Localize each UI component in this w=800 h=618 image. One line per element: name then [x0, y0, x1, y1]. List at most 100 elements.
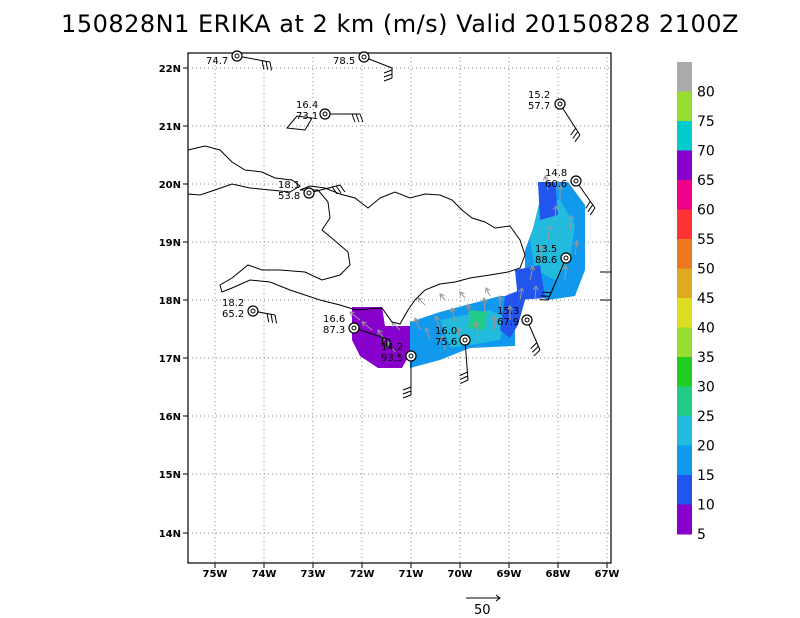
storm-label-top: 16.0 — [435, 326, 457, 337]
lat-tick-label: 20N — [159, 180, 181, 191]
storm-barb-flag — [570, 127, 577, 136]
wind-vector-head — [481, 297, 488, 303]
storm-barb-flag — [383, 77, 393, 82]
coastline-cuba — [187, 145, 301, 196]
storm-center-icon — [303, 187, 315, 199]
colorbar: 80 75 70 65 60 55 50 45 40 35 30 25 20 15 10 5 — [677, 62, 715, 543]
colorbar-swatch — [677, 357, 692, 387]
storm-marker: 16.687.3 — [323, 314, 391, 349]
storm-label-top: 78.5 — [333, 56, 355, 67]
wind-vector — [387, 341, 396, 353]
lat-tick-label: 16N — [159, 412, 181, 423]
lon-tick-label: 72W — [350, 569, 375, 580]
wind-vector-head — [557, 185, 563, 191]
colorbar-label: 70 — [697, 144, 715, 160]
colorbar-swatch — [677, 209, 692, 240]
colorbar-swatch — [677, 239, 692, 269]
storm-barb-flag — [261, 60, 265, 70]
storm-barb-flag — [459, 375, 468, 381]
storm-label-bottom: 65.2 — [222, 309, 244, 320]
wind-vector-head — [455, 327, 462, 333]
wind-vector-head — [538, 245, 545, 251]
storm-center-icon — [348, 322, 360, 334]
colorbar-label: 20 — [697, 439, 715, 455]
storm-label-bottom: 75.6 — [435, 337, 457, 348]
storm-barb-flag — [270, 314, 274, 323]
wind-vector-head — [542, 175, 549, 181]
storm-center-inner — [408, 353, 414, 359]
field-patch-blue-2 — [500, 290, 525, 338]
storm-barb-flag — [530, 342, 538, 349]
wind-vector-head — [485, 287, 491, 293]
lat-tick-label: 19N — [159, 238, 181, 249]
storm-marker: 18.153.8 — [278, 180, 346, 202]
storm-marker: 16.473.1 — [296, 100, 364, 123]
storm-center-icon — [405, 350, 417, 362]
storm-label-bottom: 88.6 — [535, 255, 557, 266]
storm-label-top: 14.2 — [381, 342, 403, 353]
scale-label: 50 — [474, 603, 491, 618]
lat-tick-label: 15N — [159, 470, 181, 481]
wind-vector — [435, 315, 441, 331]
field-patch-green — [468, 310, 487, 330]
wind-vector — [425, 327, 431, 341]
storm-barb-flag — [265, 61, 269, 70]
colorbar-swatch — [677, 475, 692, 505]
storm-center-inner — [234, 53, 240, 59]
storm-label-top: 15.3 — [497, 306, 519, 317]
colorbar-label: 55 — [697, 232, 715, 248]
wind-vector-head — [507, 305, 513, 311]
colorbar-label: 35 — [697, 350, 715, 366]
lon-tick-label: 67W — [595, 569, 620, 580]
storm-center-icon — [247, 305, 259, 317]
storm-marker: 18.265.2 — [222, 298, 278, 324]
wind-vector-head — [529, 265, 536, 271]
storm-center-inner — [563, 255, 569, 261]
colorbar-swatch — [677, 150, 692, 181]
storm-marker: 16.075.6 — [435, 326, 471, 385]
storm-center-inner — [351, 325, 357, 331]
colorbar-label: 10 — [697, 498, 715, 514]
wind-vector-head — [491, 315, 498, 321]
storm-wind-barb — [464, 339, 469, 381]
storm-barb-flag — [402, 386, 412, 391]
wind-vector-head — [439, 293, 445, 299]
storm-label-top: 74.7 — [206, 56, 228, 67]
storm-barb-flag — [355, 113, 360, 123]
wind-vector — [534, 285, 537, 301]
storm-barb-flag — [339, 184, 346, 193]
wind-vector-head — [387, 341, 393, 347]
storm-marker: 74.7 — [206, 50, 273, 71]
colorbar-swatch — [677, 91, 692, 122]
storm-barb-flag — [459, 371, 468, 377]
storm-center-icon — [459, 334, 471, 346]
wind-vector-head — [413, 317, 420, 323]
longitude-tick-labels: 75W 74W 73W 72W 71W 70W 69W 68W 67W — [203, 569, 620, 580]
wind-vector-head — [449, 307, 456, 313]
storm-marker: 15.367.9 — [497, 306, 541, 357]
colorbar-swatch — [677, 416, 692, 446]
coastlines — [187, 115, 612, 325]
colorbar-swatch — [677, 445, 692, 476]
storm-center-icon — [358, 51, 370, 63]
storm-center-inner — [524, 317, 530, 323]
field-patch-north-darkblue — [538, 182, 558, 220]
coastline-hispaniola — [219, 185, 526, 325]
storm-barb-flag — [589, 207, 596, 216]
storm-label-top: 16.4 — [296, 100, 318, 111]
colorbar-label: 40 — [697, 321, 715, 337]
colorbar-swatch — [677, 298, 692, 328]
wind-vector-head — [473, 321, 480, 327]
storm-barb-flag — [331, 186, 338, 195]
storm-barb-flag — [274, 314, 278, 324]
storm-barb-flag — [531, 345, 539, 353]
lon-tick-label: 73W — [301, 569, 326, 580]
colorbar-swatch — [677, 268, 692, 299]
colorbar-swatch — [677, 62, 692, 92]
storm-barb-flag — [351, 113, 356, 123]
wind-vector-head — [361, 321, 367, 327]
wind-vector — [574, 240, 578, 256]
wind-vector-head — [439, 335, 446, 341]
wind-vector-head — [349, 311, 355, 317]
coastline-small-island — [286, 115, 313, 131]
